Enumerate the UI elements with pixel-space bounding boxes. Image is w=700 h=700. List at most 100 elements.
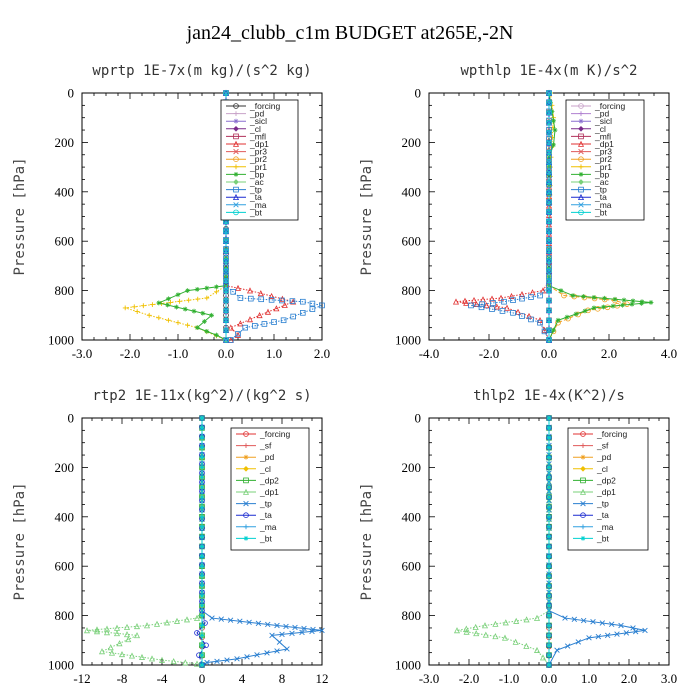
data-point: [501, 298, 507, 305]
data-point: [194, 325, 200, 331]
data-point: [482, 631, 489, 638]
data-point: [258, 296, 264, 303]
data-point: [481, 622, 489, 629]
data-point: [140, 303, 146, 309]
data-point: [463, 299, 470, 306]
data-point: [237, 295, 244, 301]
data-point: [118, 651, 126, 658]
data-point: [224, 657, 230, 663]
legend-marker: [233, 133, 239, 140]
data-point: [223, 90, 229, 96]
data-point: [108, 649, 116, 656]
data-point: [199, 642, 205, 648]
data-point: [488, 295, 496, 302]
data-point: [608, 621, 615, 627]
data-point: [128, 652, 136, 659]
legend-entry: _bt: [571, 207, 607, 217]
x-tick-label: -2.0: [120, 346, 141, 361]
data-point: [551, 118, 556, 124]
data-point: [199, 573, 205, 579]
data-point: [546, 129, 552, 136]
x-tick-label: -4.0: [419, 346, 440, 361]
legend-entry: _tp: [226, 185, 262, 195]
data-point: [546, 327, 552, 333]
data-point: [546, 484, 552, 490]
x-tick-label: 4.0: [661, 346, 677, 361]
y-axis-label: Pressure [hPa]: [12, 482, 28, 600]
legend-entry: _forcing: [226, 101, 281, 111]
legend-entry: _ac: [226, 177, 264, 187]
x-tick-label: -12: [73, 671, 90, 686]
data-point: [468, 302, 474, 309]
data-point: [575, 639, 582, 645]
data-point: [199, 465, 205, 470]
data-point: [223, 268, 229, 274]
legend-label: _pd: [596, 452, 611, 462]
legend-entry: _tp: [573, 499, 609, 509]
y-axis-label: Pressure [hPa]: [12, 157, 28, 275]
data-point: [546, 652, 552, 658]
data-point: [177, 298, 182, 304]
data-point: [202, 319, 207, 324]
data-point: [274, 622, 280, 629]
data-point: [546, 455, 552, 460]
data-point: [514, 308, 522, 315]
data-point: [539, 654, 547, 661]
data-point: [166, 296, 171, 302]
legend-label: _tp: [596, 499, 609, 509]
data-point: [546, 248, 552, 254]
series-tp: [468, 90, 552, 343]
x-tick-label: 3.0: [661, 671, 677, 686]
data-point: [528, 294, 534, 300]
y-tick-label: 400: [55, 509, 75, 524]
y-tick-label: 800: [55, 283, 75, 298]
legend-entry: _bp: [571, 169, 609, 179]
legend-label: _sicl: [594, 116, 612, 126]
legend-entry: _pr3: [226, 147, 267, 157]
data-point: [301, 625, 307, 632]
legend-entry: _pr2: [571, 154, 612, 164]
legend-marker: [232, 140, 240, 147]
data-point: [299, 298, 306, 305]
legend-box: [230, 427, 310, 551]
data-point: [492, 633, 499, 640]
chart-panel-2: wpthlp 1E-4x(m K)/s^2 Pressure [hPa] -4.0 -…: [359, 63, 677, 361]
x-tick-label: -2.0: [479, 346, 500, 361]
series-line: [470, 93, 550, 341]
legend-label: _bp: [249, 169, 264, 179]
legend-entry: _sicl: [226, 116, 267, 126]
data-point: [499, 308, 506, 314]
data-point: [199, 593, 205, 599]
legend-entry: _forcing: [571, 101, 626, 111]
data-point: [599, 620, 606, 626]
data-point: [546, 238, 552, 245]
legend-label: _cl: [249, 124, 261, 134]
data-point: [123, 623, 131, 630]
data-point: [264, 650, 270, 656]
y-tick-label: 200: [55, 460, 75, 475]
data-point: [283, 623, 289, 630]
data-point: [546, 662, 552, 668]
data-point: [533, 646, 541, 653]
data-point: [546, 474, 552, 480]
data-point: [166, 317, 171, 323]
x-tick-label: 8: [279, 671, 286, 686]
data-point: [246, 619, 252, 626]
y-tick-label: 600: [55, 234, 75, 249]
legend-label: _ta: [594, 192, 607, 202]
legend-entry: _bp: [226, 169, 264, 179]
legend-label: _pr2: [594, 154, 612, 164]
data-point: [546, 189, 552, 195]
data-point: [489, 306, 495, 312]
legend-label: _bt: [594, 207, 607, 217]
data-point: [570, 293, 576, 298]
data-point: [648, 300, 654, 305]
legend-entry: _mfl: [571, 131, 611, 141]
legend-marker: [578, 156, 584, 163]
data-point: [513, 617, 520, 624]
legend-marker: [232, 193, 240, 200]
data-point: [289, 630, 295, 637]
legend-label: _dp1: [596, 487, 616, 497]
data-point: [555, 317, 561, 323]
